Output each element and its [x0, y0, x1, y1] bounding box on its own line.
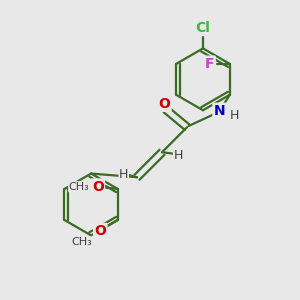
Text: O: O — [94, 224, 106, 238]
Text: N: N — [214, 104, 225, 118]
Text: CH₃: CH₃ — [69, 182, 89, 192]
Text: O: O — [92, 180, 104, 194]
Text: O: O — [158, 97, 170, 111]
Text: CH₃: CH₃ — [72, 237, 92, 247]
Text: Cl: Cl — [196, 21, 210, 35]
Text: H: H — [174, 149, 183, 162]
Text: H: H — [230, 109, 239, 122]
Text: H: H — [119, 168, 128, 181]
Text: F: F — [205, 57, 214, 71]
